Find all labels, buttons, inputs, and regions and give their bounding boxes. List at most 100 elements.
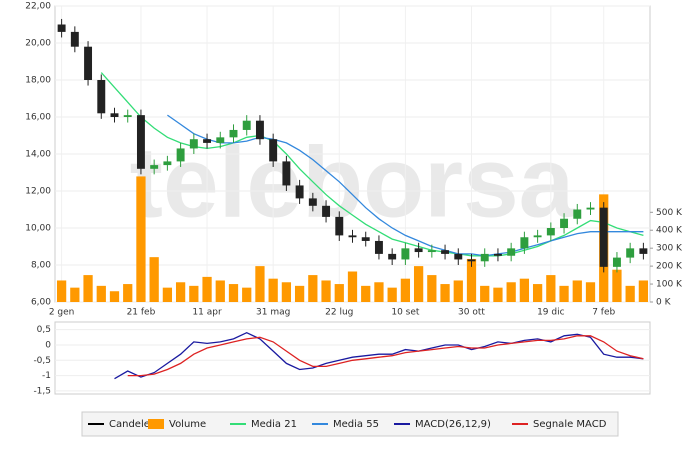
candle-body bbox=[626, 248, 635, 258]
candle-body bbox=[348, 235, 357, 238]
line-series bbox=[167, 114, 644, 257]
candle-body bbox=[493, 253, 502, 256]
candle-body bbox=[136, 115, 145, 169]
candle-body bbox=[586, 207, 595, 210]
candle-body bbox=[573, 209, 582, 219]
y-tick-label: 0,5 bbox=[37, 325, 51, 335]
volume-bar bbox=[123, 284, 133, 302]
candle-body bbox=[639, 248, 648, 254]
candle-body bbox=[560, 218, 569, 228]
volume-bar bbox=[136, 176, 146, 302]
line-series bbox=[127, 335, 644, 377]
candle-body bbox=[123, 115, 132, 117]
volume-bar bbox=[440, 284, 450, 302]
legend-label: Candele bbox=[109, 419, 150, 430]
y2-tick-label: 200 K bbox=[656, 262, 683, 272]
volume-bar bbox=[506, 282, 516, 302]
candle-body bbox=[150, 165, 159, 169]
volume-bar bbox=[480, 285, 490, 302]
legend-box bbox=[81, 411, 619, 437]
y2-tick-label: 500 K bbox=[656, 208, 683, 218]
candle-body bbox=[229, 129, 238, 138]
y-tick-label: 22,00 bbox=[25, 2, 51, 12]
candle-body bbox=[97, 80, 106, 114]
volume-bar bbox=[308, 275, 318, 302]
candle-body bbox=[295, 185, 304, 199]
x-tick-label: 31 mag bbox=[256, 308, 290, 318]
y-tick-label: 0 bbox=[45, 340, 51, 350]
volume-bar bbox=[162, 287, 173, 302]
candle-body bbox=[533, 235, 542, 238]
x-tick-label: 30 ott bbox=[458, 308, 485, 318]
candle-body bbox=[520, 237, 529, 249]
candle-body bbox=[322, 205, 331, 217]
candle-body bbox=[388, 253, 397, 260]
volume-bar bbox=[493, 287, 503, 302]
candle-body bbox=[203, 139, 212, 143]
x-tick-label: 19 dic bbox=[537, 308, 565, 318]
x-tick-label: 22 lug bbox=[325, 308, 353, 318]
volume-bar bbox=[546, 275, 556, 302]
y-tick-label: 10,00 bbox=[25, 224, 51, 234]
volume-bar bbox=[347, 271, 358, 302]
macd-plot-frame bbox=[54, 321, 651, 395]
volume-bar bbox=[572, 280, 582, 302]
candle-body bbox=[176, 148, 185, 162]
y2-tick-label: 400 K bbox=[656, 226, 683, 236]
volume-bar bbox=[638, 280, 649, 302]
y-tick-label: -0,5 bbox=[33, 356, 51, 366]
volume-bar bbox=[56, 280, 67, 302]
candle-body bbox=[216, 137, 225, 143]
candle-body bbox=[269, 139, 278, 162]
volume-bar bbox=[559, 285, 569, 302]
candle-body bbox=[480, 253, 489, 262]
legend-label: Media 21 bbox=[251, 419, 297, 430]
volume-bar bbox=[281, 282, 292, 302]
volume-bar bbox=[268, 278, 278, 302]
candle-body bbox=[374, 240, 383, 254]
legend-label: Volume bbox=[169, 419, 206, 430]
x-tick-label: 21 feb bbox=[127, 308, 156, 318]
volume-bar bbox=[625, 285, 635, 302]
candle-body bbox=[308, 198, 317, 206]
x-tick-label: 7 feb bbox=[592, 308, 615, 318]
legend-label: Media 55 bbox=[333, 419, 379, 430]
y-tick-label: 16,00 bbox=[25, 113, 51, 123]
volume-bar bbox=[321, 280, 331, 302]
y-tick-label: 18,00 bbox=[25, 76, 51, 86]
y-tick-label: 14,00 bbox=[25, 150, 51, 160]
candle-body bbox=[57, 24, 66, 32]
candle-body bbox=[546, 228, 555, 236]
candle-body bbox=[612, 257, 621, 267]
y2-tick-label: 0 K bbox=[656, 298, 672, 308]
volume-bar bbox=[70, 287, 80, 302]
volume-bar bbox=[413, 266, 424, 302]
x-tick-label: 11 apr bbox=[192, 308, 222, 318]
volume-bar bbox=[334, 284, 344, 302]
volume-bar bbox=[361, 285, 371, 302]
volume-bar bbox=[519, 278, 530, 302]
volume-bar bbox=[612, 269, 622, 302]
volume-bar bbox=[585, 282, 596, 302]
volume-bar bbox=[189, 285, 199, 302]
volume-bar bbox=[387, 287, 397, 302]
volume-bar bbox=[109, 291, 120, 302]
volume-bar bbox=[202, 276, 212, 302]
volume-bar bbox=[242, 287, 252, 302]
candle-body bbox=[507, 248, 516, 256]
volume-bar bbox=[427, 275, 437, 302]
candle-body bbox=[467, 259, 476, 262]
candle-body bbox=[110, 113, 119, 117]
legend-swatch bbox=[148, 419, 164, 429]
candle-body bbox=[255, 120, 264, 140]
candle-body bbox=[599, 207, 608, 267]
legend-label: Segnale MACD bbox=[533, 419, 607, 430]
volume-bar bbox=[83, 275, 93, 302]
y2-tick-label: 100 K bbox=[656, 280, 683, 290]
candle-body bbox=[361, 237, 370, 241]
candle-body bbox=[84, 46, 93, 80]
volume-bar bbox=[294, 285, 305, 302]
y-tick-label: 20,00 bbox=[25, 39, 51, 49]
candle-body bbox=[242, 120, 251, 130]
